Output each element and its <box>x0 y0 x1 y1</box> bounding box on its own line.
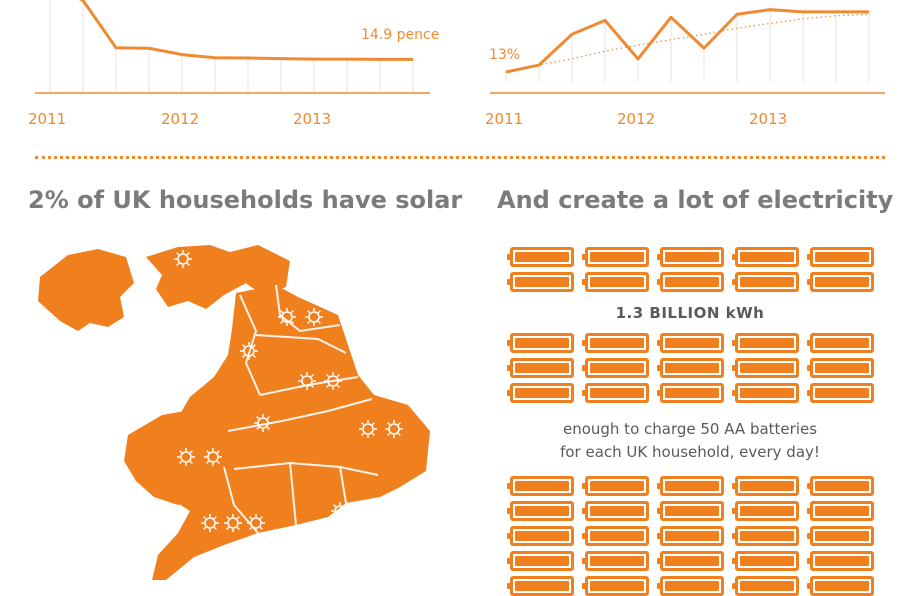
battery-icon <box>582 272 649 292</box>
battery-icon <box>732 551 799 571</box>
battery-icon <box>732 476 799 496</box>
series-line <box>78 0 413 61</box>
battery-icon <box>507 247 574 267</box>
battery-icon <box>657 358 724 378</box>
uk-map <box>38 245 430 580</box>
battery-icon <box>807 476 874 496</box>
sun-icon <box>247 514 265 532</box>
sun-icon <box>305 308 323 326</box>
x-tick-label: 2012 <box>617 110 655 128</box>
battery-icon <box>582 358 649 378</box>
battery-icon <box>807 501 874 521</box>
battery-group-2 <box>505 333 883 403</box>
sun-icon <box>240 342 258 360</box>
sun-icon <box>356 502 374 520</box>
sun-icon <box>278 308 296 326</box>
chart-gridlines <box>505 9 870 82</box>
dotted-divider <box>35 156 885 159</box>
battery-icon <box>507 501 574 521</box>
battery-icon <box>732 383 799 403</box>
battery-icon <box>732 272 799 292</box>
battery-icon <box>732 576 799 596</box>
battery-icon <box>807 551 874 571</box>
sun-icon <box>224 514 242 532</box>
battery-icon <box>807 247 874 267</box>
battery-icon <box>732 247 799 267</box>
battery-icon <box>807 333 874 353</box>
battery-icon <box>657 383 724 403</box>
battery-icon <box>507 272 574 292</box>
aa-caption-line-2: for each UK household, every day! <box>560 443 820 461</box>
aa-caption-line-1: enough to charge 50 AA batteries <box>562 420 818 438</box>
battery-icon <box>657 501 724 521</box>
battery-icon <box>657 526 724 546</box>
chart-series <box>505 8 870 74</box>
battery-icon <box>507 576 574 596</box>
battery-icon <box>582 333 649 353</box>
battery-group-1 <box>505 247 883 292</box>
sun-icon <box>177 448 195 466</box>
battery-icon <box>507 358 574 378</box>
battery-icon <box>582 526 649 546</box>
battery-icon <box>732 526 799 546</box>
battery-icon <box>807 358 874 378</box>
battery-icon <box>507 383 574 403</box>
england-wales-shape <box>140 285 430 580</box>
battery-icon <box>507 333 574 353</box>
battery-icon <box>732 501 799 521</box>
battery-icon <box>582 501 649 521</box>
battery-icon <box>507 551 574 571</box>
battery-icon <box>657 272 724 292</box>
x-tick-labels: 2011 2012 2013 <box>485 110 787 128</box>
x-tick-label: 2013 <box>749 110 787 128</box>
battery-icon <box>732 333 799 353</box>
northern-ireland-shape <box>38 249 134 331</box>
price-annotation: 14.9 pence <box>361 27 439 43</box>
battery-icon <box>582 247 649 267</box>
battery-icon <box>807 272 874 292</box>
percent-annotation: 13% <box>489 47 520 63</box>
sun-icon <box>201 514 219 532</box>
battery-icon <box>807 383 874 403</box>
solar-households-heading: 2% of UK households have solar <box>28 186 463 214</box>
x-tick-label: 2012 <box>161 110 199 128</box>
percent-line-chart: 2011 2012 2013 13% <box>485 8 885 128</box>
battery-icon <box>657 247 724 267</box>
battery-icon <box>582 576 649 596</box>
x-tick-labels: 2011 2012 2013 <box>28 110 331 128</box>
battery-icon <box>507 476 574 496</box>
sun-icon <box>254 414 272 432</box>
sun-icon <box>331 502 349 520</box>
battery-icon <box>507 526 574 546</box>
battery-icon <box>807 576 874 596</box>
battery-icon <box>657 576 724 596</box>
battery-icon <box>582 476 649 496</box>
battery-icon <box>582 551 649 571</box>
battery-icon <box>807 526 874 546</box>
sun-icon <box>359 420 377 438</box>
x-tick-label: 2013 <box>293 110 331 128</box>
battery-group-3 <box>505 476 883 596</box>
trend-line <box>505 13 870 73</box>
battery-icon <box>657 476 724 496</box>
sun-icon <box>174 250 192 268</box>
battery-icon <box>582 383 649 403</box>
chart-gridlines <box>49 0 414 93</box>
kwh-caption: 1.3 BILLION kWh <box>615 304 765 322</box>
electricity-heading: And create a lot of electricity <box>497 186 894 214</box>
sun-icon <box>298 372 316 390</box>
battery-icon <box>657 333 724 353</box>
series-line <box>505 8 869 74</box>
battery-icon <box>732 358 799 378</box>
sun-icon <box>204 448 222 466</box>
x-tick-label: 2011 <box>28 110 66 128</box>
price-line-chart: 2011 2012 2013 14.9 pence <box>28 0 439 128</box>
x-tick-label: 2011 <box>485 110 523 128</box>
sun-icon <box>385 420 403 438</box>
battery-icon <box>657 551 724 571</box>
chart-series <box>78 0 413 61</box>
sun-icons <box>174 250 403 532</box>
sun-icon <box>324 372 342 390</box>
aa-caption: enough to charge 50 AA batteries for eac… <box>500 418 880 464</box>
